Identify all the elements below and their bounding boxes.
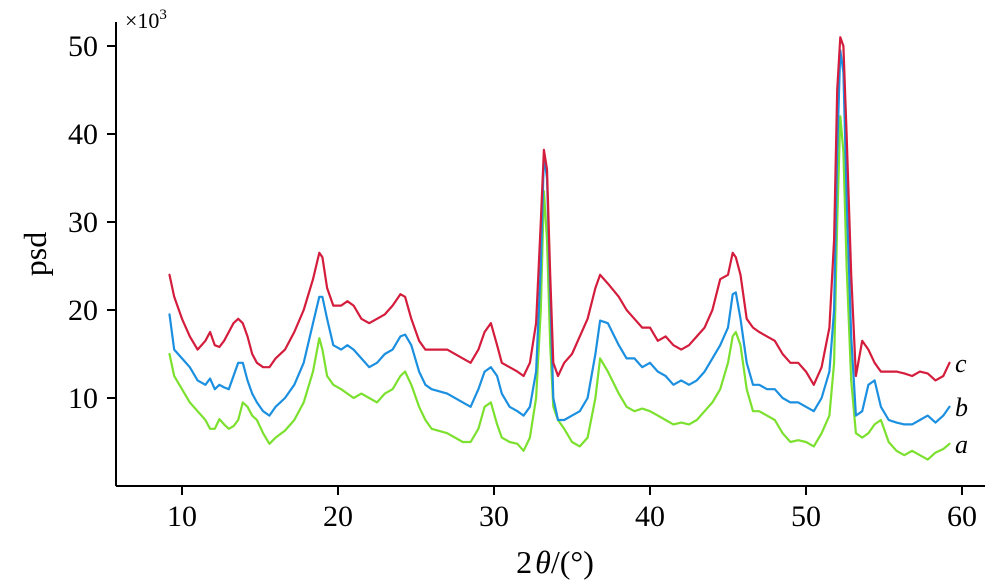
x-tick-label: 60 [947, 500, 977, 533]
y-tick-label: 20 [68, 294, 98, 327]
series-label-a: a [955, 430, 968, 459]
y-tick-label: 10 [68, 382, 98, 415]
y-tick-label: 30 [68, 206, 98, 239]
x-tick-label: 50 [791, 500, 821, 533]
y-tick-label: 50 [68, 30, 98, 63]
plot-area: 10 20 30 40 50 60 10 20 30 40 50 abc [68, 22, 985, 533]
y-axis-multiplier: ×103 [125, 7, 167, 33]
x-tick-label: 40 [635, 500, 665, 533]
series-label-b: b [955, 393, 968, 422]
y-tick-label: 40 [68, 118, 98, 151]
x-axis-ticks: 10 20 30 40 50 60 [167, 486, 977, 533]
series-label-c: c [955, 349, 967, 378]
x-tick-label: 10 [167, 500, 197, 533]
x-tick-label: 20 [323, 500, 353, 533]
series-line-c [168, 36, 951, 386]
y-axis-title: psd [17, 232, 53, 276]
y-axis-ticks: 10 20 30 40 50 [68, 30, 116, 415]
series-lines [168, 36, 951, 461]
x-axis-title: 2θ/(°) [516, 544, 594, 580]
series-labels: abc [955, 349, 968, 459]
series-line-b [168, 49, 951, 426]
x-tick-label: 30 [479, 500, 509, 533]
